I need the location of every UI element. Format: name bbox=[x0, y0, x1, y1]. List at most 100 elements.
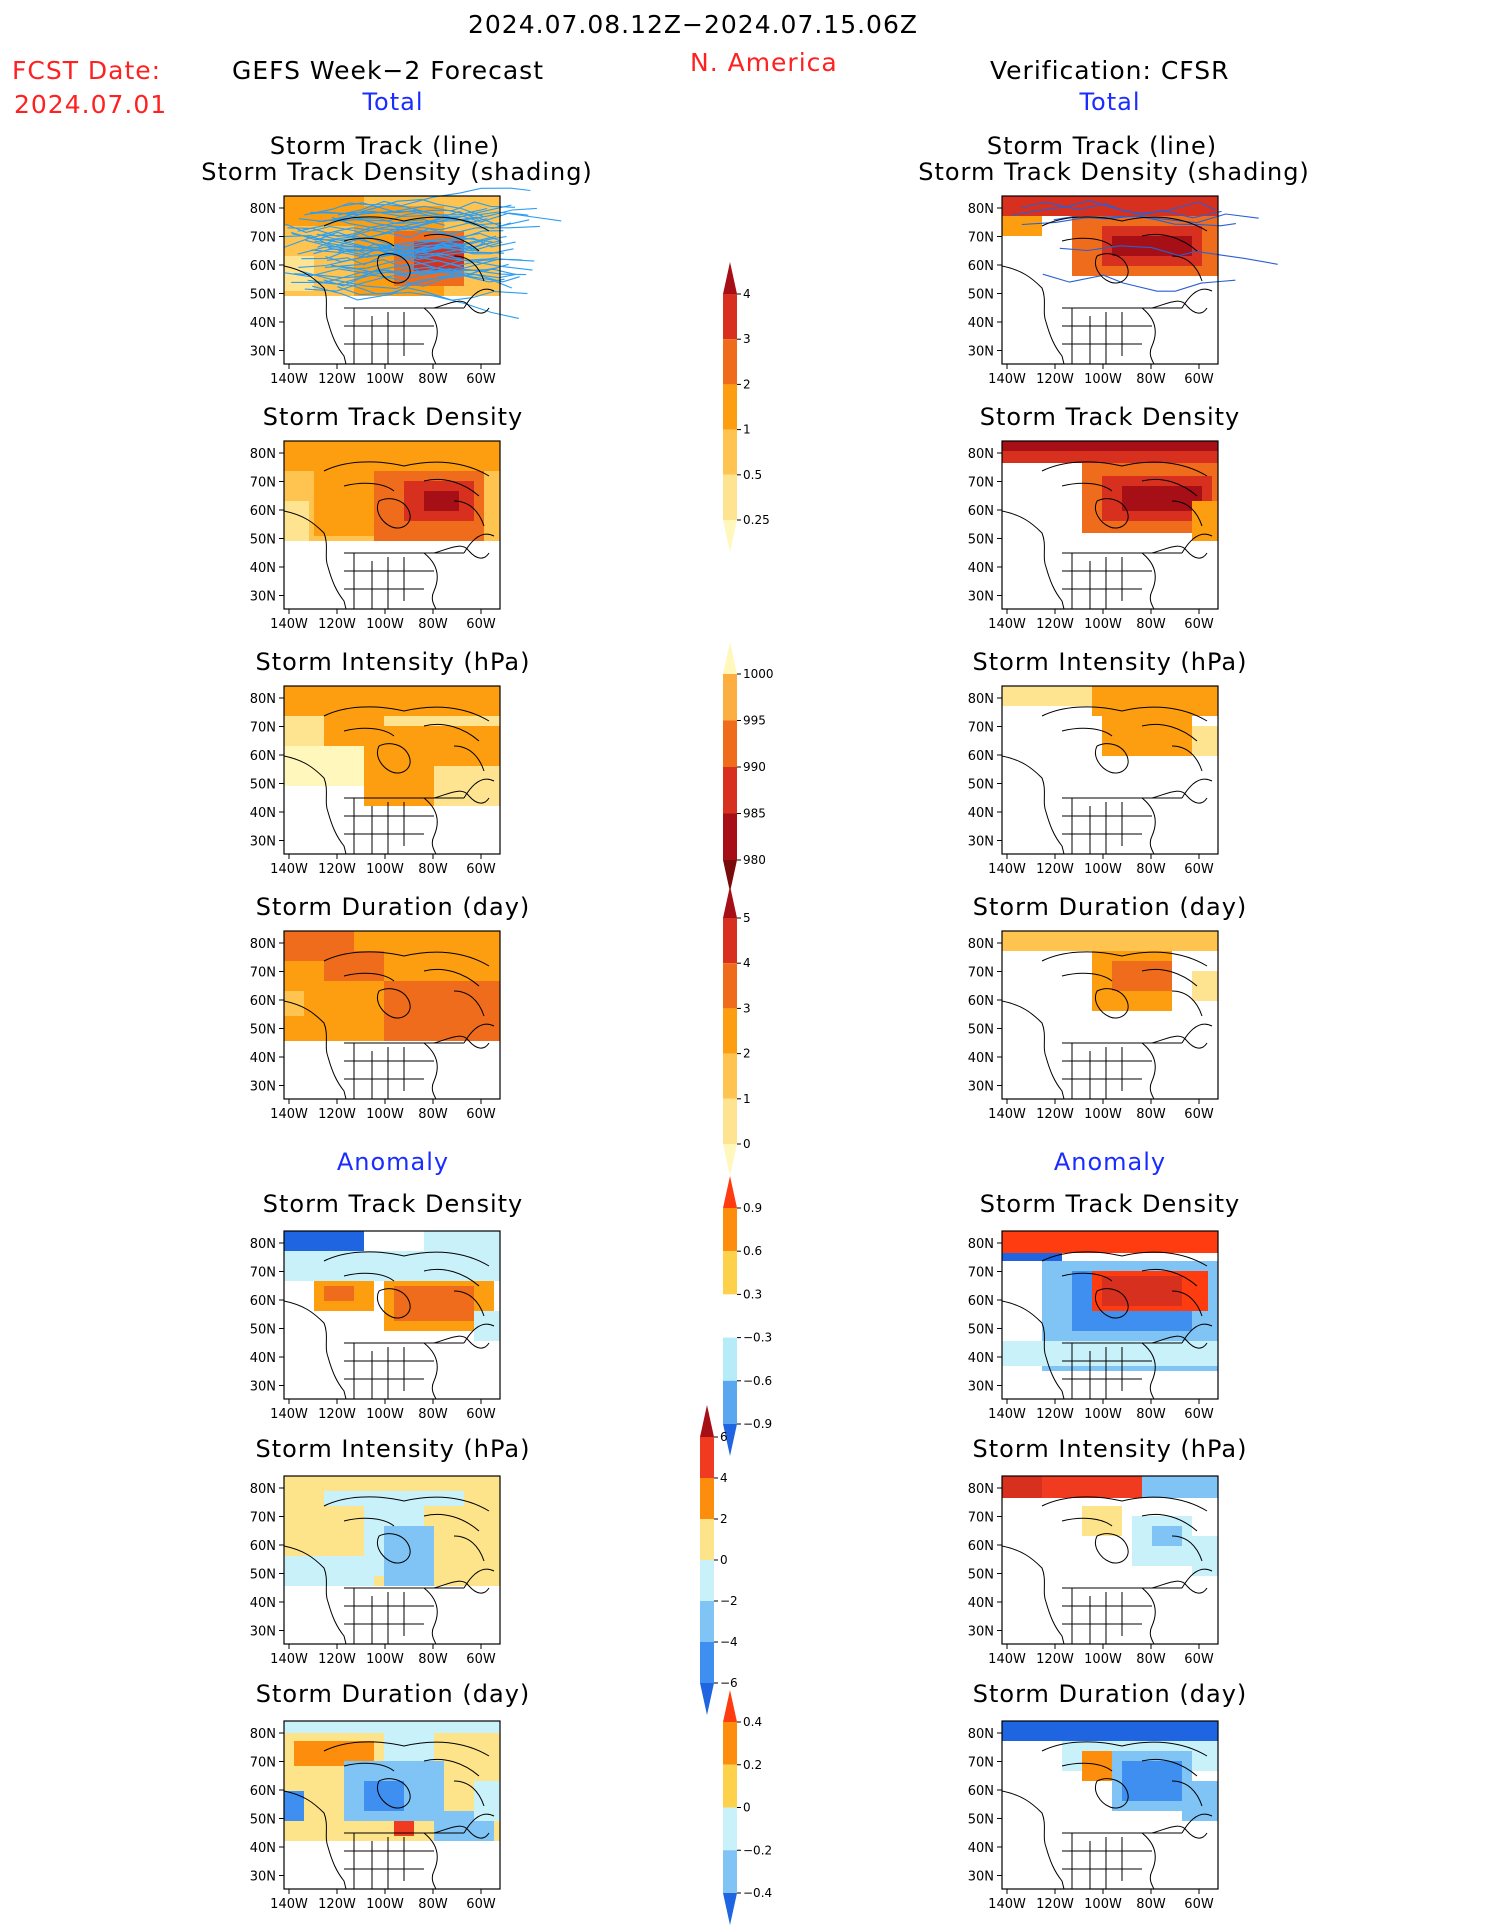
shaded-cell bbox=[434, 766, 500, 806]
lon-tick-label: 100W bbox=[1084, 1897, 1122, 1912]
lat-tick-label: 30N bbox=[968, 1080, 994, 1095]
lat-tick-label: 40N bbox=[250, 561, 276, 576]
lat-tick-label: 30N bbox=[968, 835, 994, 850]
colorbar-segment bbox=[723, 339, 737, 385]
lat-tick-label: 60N bbox=[968, 1784, 994, 1799]
lon-tick-label: 80W bbox=[1136, 1107, 1166, 1122]
lon-tick-label: 80W bbox=[418, 1897, 448, 1912]
storm-track-line bbox=[324, 258, 522, 269]
colorbar-segment bbox=[723, 918, 737, 964]
panel-title: Storm Track (line) bbox=[986, 132, 1218, 160]
lon-tick-label: 140W bbox=[988, 1652, 1026, 1667]
lat-tick-label: 50N bbox=[968, 1023, 994, 1038]
lat-tick-label: 50N bbox=[968, 1813, 994, 1828]
lat-tick-label: 80N bbox=[968, 202, 994, 217]
panel-title: Storm Intensity (hPa) bbox=[255, 1435, 531, 1463]
lat-tick-label: 70N bbox=[250, 966, 276, 981]
lon-tick-label: 140W bbox=[270, 1897, 308, 1912]
colorbar-tick-label: 2 bbox=[743, 1047, 751, 1061]
colorbar-segment bbox=[723, 1722, 737, 1765]
storm-track-line bbox=[310, 210, 530, 227]
lat-tick-label: 70N bbox=[250, 231, 276, 246]
panel-title: Storm Intensity (hPa) bbox=[972, 648, 1248, 676]
map-frame bbox=[283, 930, 501, 1100]
lon-tick-label: 60W bbox=[466, 372, 496, 387]
colorbar-tick-label: 990 bbox=[743, 760, 766, 774]
lat-tick-label: 50N bbox=[250, 1323, 276, 1338]
colorbar-segment bbox=[723, 720, 737, 767]
panel-title: Storm Duration (day) bbox=[255, 893, 531, 921]
shaded-cell bbox=[474, 1311, 500, 1341]
lat-tick-label: 30N bbox=[968, 590, 994, 605]
colorbar-segment bbox=[723, 1098, 737, 1144]
colorbar-tick-label: 3 bbox=[743, 332, 751, 346]
shaded-cell bbox=[1192, 726, 1218, 756]
map-frame bbox=[1001, 1230, 1219, 1400]
lat-tick-label: 50N bbox=[968, 1568, 994, 1583]
lat-tick-label: 50N bbox=[250, 778, 276, 793]
lon-tick-label: 60W bbox=[466, 1652, 496, 1667]
coastline bbox=[283, 216, 495, 365]
colorbar-duration-total: 5 4 3 2 1 0 bbox=[723, 886, 751, 1176]
shaded-cell bbox=[324, 706, 384, 746]
lon-tick-label: 140W bbox=[988, 862, 1026, 877]
map-verif-track-line: 80N 70N 60N 50N 40N 30N 140W 120W 100W 80W 60W bbox=[968, 195, 1278, 387]
colorbar-intensity-total: 1000 995 990 985 980 bbox=[723, 642, 774, 892]
colorbar-tick-label: 985 bbox=[743, 807, 766, 821]
colorbar-tick-label: −0.2 bbox=[743, 1843, 772, 1857]
colorbar-segment bbox=[723, 1807, 737, 1851]
lon-tick-label: 140W bbox=[270, 1652, 308, 1667]
lat-tick-label: 80N bbox=[250, 692, 276, 707]
lat-tick-label: 30N bbox=[968, 1870, 994, 1885]
colorbar-segment bbox=[723, 474, 737, 520]
lat-tick-label: 70N bbox=[968, 721, 994, 736]
colorbar-tick-label: 980 bbox=[743, 853, 766, 867]
colorbar-segment bbox=[700, 1642, 714, 1683]
lat-tick-label: 40N bbox=[968, 1051, 994, 1066]
map-verif-density-anomaly: 80N 70N 60N 50N 40N 30N 140W 120W 100W 80W 60W bbox=[968, 1230, 1219, 1422]
lat-tick-label: 80N bbox=[968, 1237, 994, 1252]
colorbar-segment bbox=[723, 1380, 737, 1424]
lon-tick-label: 120W bbox=[1036, 1652, 1074, 1667]
coastline bbox=[1001, 706, 1213, 855]
lon-tick-label: 60W bbox=[466, 617, 496, 632]
lon-tick-label: 100W bbox=[366, 1107, 404, 1122]
coastline bbox=[283, 1741, 495, 1890]
lat-tick-label: 70N bbox=[968, 1511, 994, 1526]
lat-tick-label: 70N bbox=[250, 476, 276, 491]
shaded-cell bbox=[284, 1791, 304, 1821]
lon-tick-label: 100W bbox=[1084, 1107, 1122, 1122]
map-verif-duration: 80N 70N 60N 50N 40N 30N 140W 120W 100W 80W 60W bbox=[968, 930, 1219, 1122]
map-frame bbox=[283, 1475, 501, 1645]
storm-track-line bbox=[330, 251, 504, 270]
storm-track-line bbox=[298, 240, 486, 268]
shaded-cell bbox=[284, 1556, 374, 1586]
lon-tick-label: 100W bbox=[1084, 862, 1122, 877]
lat-tick-label: 40N bbox=[250, 806, 276, 821]
colorbar-tick-label: 0.4 bbox=[743, 1715, 762, 1729]
lat-tick-label: 70N bbox=[250, 1266, 276, 1281]
shaded-cell bbox=[1192, 1536, 1218, 1576]
verification-total-label: Total bbox=[1079, 88, 1141, 116]
lon-tick-label: 120W bbox=[318, 1107, 356, 1122]
lon-tick-label: 140W bbox=[270, 1107, 308, 1122]
storm-track-line bbox=[328, 246, 535, 266]
lat-tick-label: 80N bbox=[968, 447, 994, 462]
map-verif-track-density: 80N 70N 60N 50N 40N 30N 140W 120W 100W 80W 60W bbox=[968, 440, 1219, 632]
lat-tick-label: 50N bbox=[968, 778, 994, 793]
shaded-cell bbox=[1002, 1253, 1062, 1261]
panel-title: Storm Duration (day) bbox=[972, 1680, 1248, 1708]
storm-track-line bbox=[325, 230, 504, 263]
colorbar-tick-label: 3 bbox=[743, 1001, 751, 1015]
lat-tick-label: 80N bbox=[968, 937, 994, 952]
colorbar-tick-label: 0.3 bbox=[743, 1287, 762, 1301]
lon-tick-label: 120W bbox=[1036, 1407, 1074, 1422]
lon-tick-label: 80W bbox=[1136, 1652, 1166, 1667]
colorbar-tick-label: 1 bbox=[743, 1092, 751, 1106]
lon-tick-label: 60W bbox=[466, 1897, 496, 1912]
fcst-date-value: 2024.07.01 bbox=[14, 90, 168, 119]
colorbar-arrow-bottom bbox=[700, 1683, 714, 1715]
colorbar-tick-label: −0.6 bbox=[743, 1374, 772, 1388]
storm-track-line bbox=[283, 227, 493, 248]
colorbar-tick-label: 6 bbox=[720, 1430, 728, 1444]
